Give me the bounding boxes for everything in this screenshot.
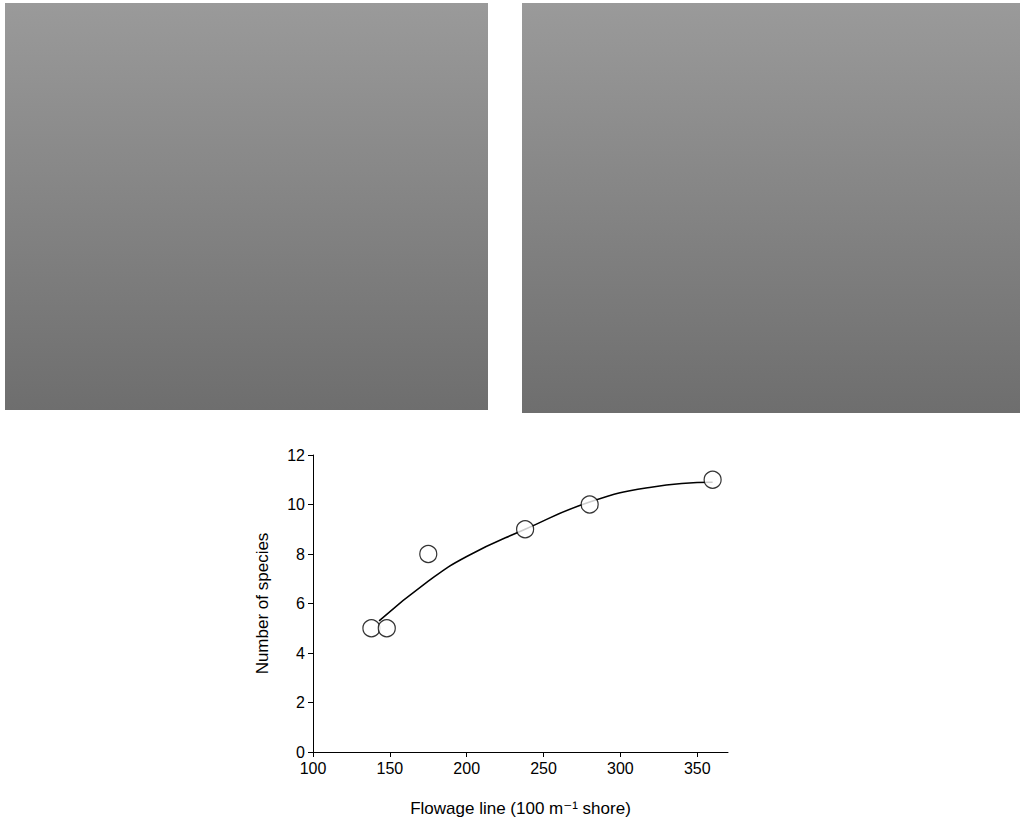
svg-text:12: 12 bbox=[287, 447, 305, 464]
svg-text:150: 150 bbox=[377, 760, 404, 777]
svg-text:0: 0 bbox=[296, 744, 305, 761]
svg-text:Number of species: Number of species bbox=[253, 533, 272, 675]
svg-text:8: 8 bbox=[296, 546, 305, 563]
svg-text:200: 200 bbox=[453, 760, 480, 777]
svg-text:100: 100 bbox=[300, 760, 327, 777]
svg-text:250: 250 bbox=[530, 760, 557, 777]
svg-text:Flowage line (100 m⁻¹ shore): Flowage line (100 m⁻¹ shore) bbox=[410, 799, 631, 818]
svg-text:300: 300 bbox=[607, 760, 634, 777]
svg-text:6: 6 bbox=[296, 595, 305, 612]
svg-text:4: 4 bbox=[296, 645, 305, 662]
svg-text:2: 2 bbox=[296, 694, 305, 711]
svg-text:10: 10 bbox=[287, 496, 305, 513]
svg-text:350: 350 bbox=[684, 760, 711, 777]
